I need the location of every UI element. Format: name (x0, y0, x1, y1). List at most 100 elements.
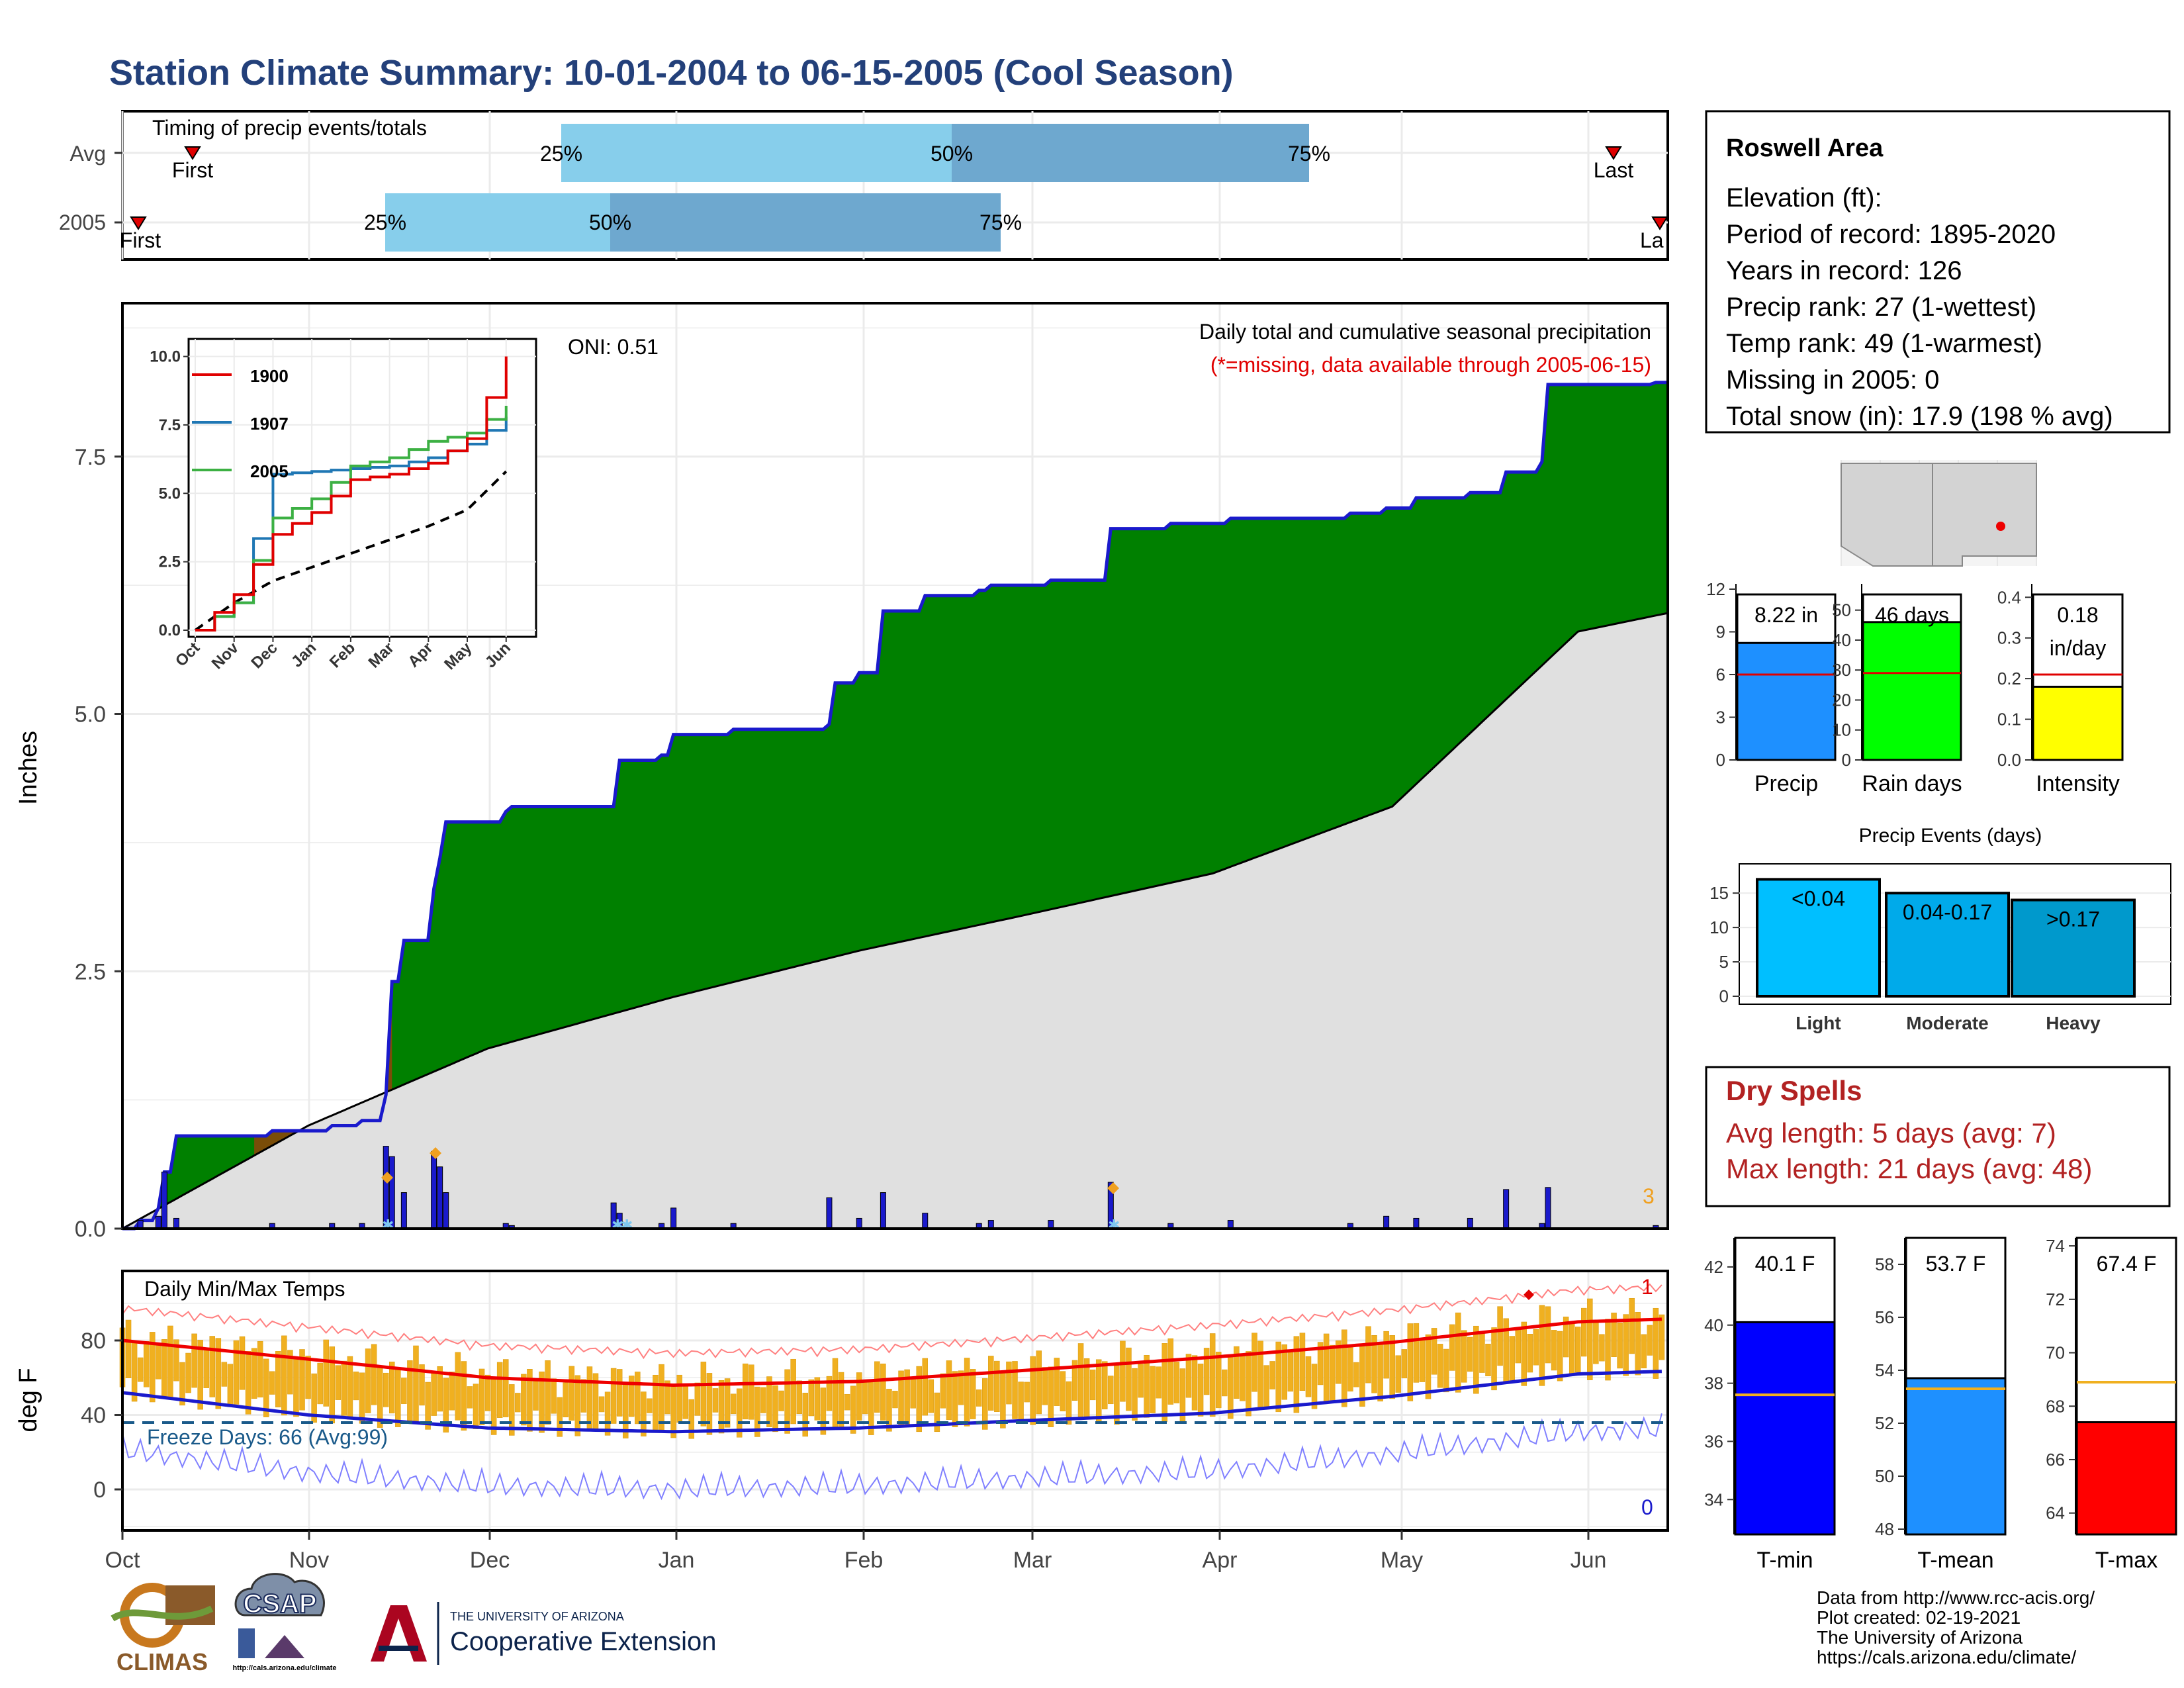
timing-avg-p75: 75% (1288, 142, 1330, 165)
y-tick-label: 15 (1709, 883, 1729, 903)
daily-temp-bar (1263, 1365, 1269, 1409)
daily-temp-bar (629, 1376, 635, 1417)
inset-y-tick-label: 5.0 (159, 485, 181, 502)
daily-temp-bar (461, 1361, 467, 1431)
daily-temp-bar (1240, 1355, 1246, 1401)
daily-temp-bar (1629, 1297, 1635, 1354)
y-tick-label: 50 (1875, 1466, 1894, 1486)
daily-temp-bar (736, 1388, 743, 1438)
y-tick-label: 36 (1704, 1431, 1723, 1451)
daily-temp-bar (269, 1371, 275, 1395)
mini-bar (2032, 685, 2124, 761)
daily-temp-bar (1167, 1338, 1174, 1405)
daily-temp-bar (1563, 1317, 1569, 1358)
daily-temp-bar (287, 1350, 293, 1395)
timing-2005-first-label: First (120, 228, 161, 252)
daily-temp-bar (1419, 1338, 1426, 1382)
y-tick-label: 3 (1716, 708, 1725, 727)
temp-value-label: 53.7 F (1926, 1252, 1986, 1276)
daily-temp-bar (1161, 1343, 1168, 1422)
timing-avg-last-marker (1605, 146, 1622, 160)
daily-temp-bar (1222, 1369, 1228, 1397)
mini-value-label: 8.22 in (1754, 603, 1818, 627)
daily-temp-bar (557, 1397, 563, 1437)
daily-temp-bar (790, 1358, 796, 1425)
daily-temp-bar (856, 1372, 862, 1421)
record-max-line (122, 1283, 1662, 1360)
daily-temp-bar (1467, 1336, 1473, 1372)
daily-temp-bar (1108, 1376, 1114, 1405)
mini-category-label: Intensity (2036, 771, 2120, 796)
precip-events-chart: Precip Events (days) 0 5 10 15 <0.04 Light 0.0… (1709, 825, 2171, 1033)
daily-precip-bar (161, 1171, 167, 1229)
daily-temp-bar (1287, 1350, 1294, 1392)
temp-value-label: 67.4 F (2097, 1252, 2157, 1276)
y-tick-label: 0.1 (1997, 710, 2021, 729)
daily-temp-bar (1126, 1347, 1132, 1411)
daily-temp-bar (1574, 1327, 1581, 1373)
daily-temp-bar (832, 1358, 839, 1429)
daily-temp-bar (1383, 1331, 1389, 1379)
events-category-label: Light (1796, 1013, 1841, 1033)
daily-temp-bar (916, 1366, 922, 1432)
y-tick-label: 54 (1875, 1360, 1894, 1380)
inset-legend-1900: 1900 (250, 366, 289, 386)
events-category-label: Moderate (1906, 1013, 1988, 1033)
daily-temp-bar (1431, 1328, 1437, 1375)
daily-temp-bar (802, 1393, 808, 1437)
events-bar-label: <0.04 (1792, 886, 1845, 910)
daily-temp-bar (227, 1364, 234, 1407)
snowflake-icon: ✱ (621, 1217, 633, 1233)
climas-logo-text: CLIMAS (116, 1648, 208, 1675)
temps-panel: Daily Min/Max Temps Freeze Days: 66 (Avg… (15, 1270, 1669, 1532)
daily-precip-bar (1467, 1217, 1473, 1229)
daily-temp-bar (251, 1348, 257, 1399)
daily-precip-bar (1413, 1217, 1420, 1229)
daily-temp-bar (545, 1360, 551, 1425)
y-tick-label: 0.3 (1997, 628, 2021, 648)
daily-temp-bar (389, 1362, 395, 1414)
timing-2005-50-75-box (610, 193, 1001, 252)
y-tick-label: 74 (2046, 1236, 2065, 1256)
daily-temp-bar (263, 1358, 269, 1417)
temp-category-label: T-max (2095, 1548, 2158, 1573)
y-tick-label: 20 (1832, 690, 1851, 710)
daily-temp-bar (1545, 1306, 1551, 1364)
daily-temp-bar (1485, 1343, 1491, 1376)
daily-temp-bar (1335, 1340, 1342, 1384)
daily-temp-bar (1599, 1334, 1605, 1362)
inset-series-1900 (195, 356, 508, 632)
daily-temp-bar (958, 1370, 964, 1405)
daily-temp-bar (478, 1368, 485, 1425)
inset-legend-2005: 2005 (250, 461, 289, 481)
y-tick-label: 0 (1719, 986, 1729, 1006)
daily-temp-bar (1066, 1381, 1072, 1425)
daily-temp-bar (754, 1386, 760, 1437)
daily-temp-bar (1299, 1333, 1306, 1391)
daily-temp-bar (1030, 1356, 1036, 1425)
location-map (1841, 460, 2037, 567)
precip-panel: ✱ ✱ ✱ ✱ Daily total and cumulative seaso… (15, 302, 1669, 1242)
daily-temp-bar (796, 1380, 802, 1414)
daily-temp-bar (569, 1366, 575, 1421)
y-tick-label: 52 (1875, 1413, 1894, 1433)
daily-temp-bar (635, 1372, 641, 1425)
mini-bar (1736, 641, 1837, 761)
daily-temp-bar (293, 1358, 299, 1417)
daily-temp-bar (1323, 1333, 1330, 1403)
daily-temp-bar (1000, 1371, 1006, 1429)
y-tick-label: 72 (2046, 1289, 2065, 1309)
daily-temp-bar (844, 1393, 850, 1411)
station-name: Roswell Area (1726, 134, 1884, 162)
daily-temp-bar (137, 1357, 144, 1382)
csap-logo: CSAP http://cals.arizona.edu/climate (232, 1573, 337, 1672)
avg-max-line (122, 1317, 1662, 1387)
precip-panel-subtitle: (*=missing, data available through 2005-… (1210, 353, 1651, 377)
y-tick-label: 70 (2046, 1343, 2065, 1363)
daily-precip-bars (137, 1146, 1659, 1229)
y-tick-label: 5 (1719, 952, 1729, 972)
daily-temp-bar (1251, 1333, 1257, 1392)
events-bar-label: >0.17 (2046, 908, 2100, 931)
daily-temp-bar (688, 1399, 695, 1439)
